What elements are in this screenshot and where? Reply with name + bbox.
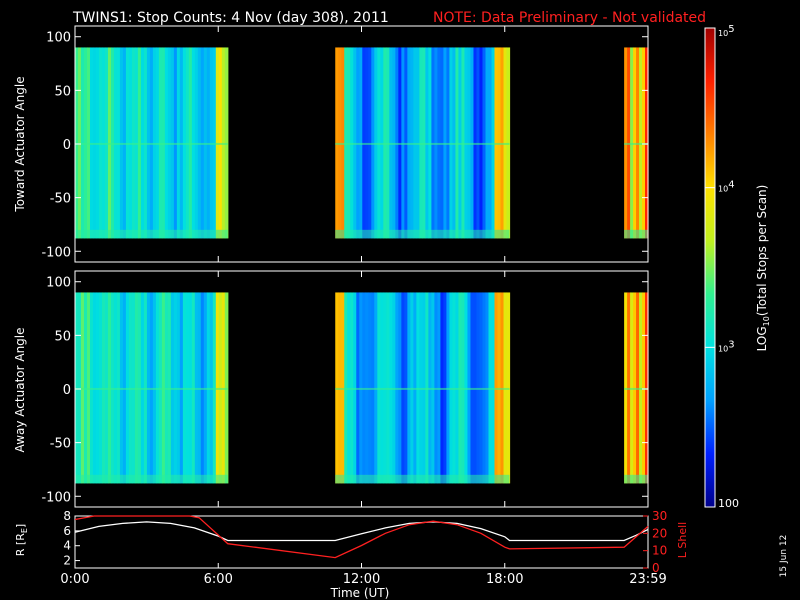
heatmap-row xyxy=(624,474,648,484)
heatmap-row xyxy=(335,142,510,145)
heatmap-row xyxy=(75,387,228,390)
y-tick-label: -100 xyxy=(41,490,71,505)
date-stamp: 15 Jun 12 xyxy=(779,535,789,578)
left-y-tick-label: 4 xyxy=(63,539,71,553)
right-y-tick-label: 10 xyxy=(652,544,667,558)
right-y-tick-label: 30 xyxy=(652,509,667,523)
y-tick-label: 50 xyxy=(54,84,71,99)
colorbar-gradient xyxy=(705,28,715,507)
x-tick-label: 18:00 xyxy=(486,572,523,587)
heatmap-row xyxy=(335,229,510,239)
y-tick-label: 0 xyxy=(63,383,71,398)
heatmap-row xyxy=(624,387,648,390)
colorbar-tick-label: 100 xyxy=(718,497,739,510)
y-tick-label: -50 xyxy=(50,437,71,452)
away-panel: 100 50 0 -50 -100 xyxy=(41,270,649,508)
x-tick-label: 12:00 xyxy=(343,572,380,587)
plot-frame xyxy=(74,515,649,569)
x-axis-label: Time (UT) xyxy=(330,586,390,600)
x-tick-label: 0:00 xyxy=(60,572,89,587)
lshell-line xyxy=(74,515,649,559)
y-tick-label: 50 xyxy=(54,329,71,344)
right-y-tick-label: 20 xyxy=(652,526,667,540)
right-y-tick-label: 0 xyxy=(652,561,660,575)
heatmap-row xyxy=(75,142,228,145)
x-tick-label: 23:59 xyxy=(629,572,666,587)
toward-ylabel: Toward Actuator Angle xyxy=(13,76,27,212)
heatmap-row xyxy=(75,474,228,484)
x-tick-label: 6:00 xyxy=(204,572,233,587)
colorbar-label: LOG10(Total Stops per Scan) xyxy=(755,185,771,352)
away-ylabel: Away Actuator Angle xyxy=(13,327,27,452)
left-y-tick-label: 2 xyxy=(63,554,71,568)
colorbar-tick-label: 103 xyxy=(718,339,735,353)
y-tick-label: 0 xyxy=(63,138,71,153)
toward-panel: 100 50 0 -50 -100 xyxy=(41,25,649,263)
y-tick-label: -50 xyxy=(50,192,71,207)
heatmap-row xyxy=(624,229,648,239)
heatmap-row xyxy=(624,142,648,145)
y-tick-label: 100 xyxy=(46,276,71,291)
heatmap-row xyxy=(335,474,510,484)
colorbar: 105 104 103 100 xyxy=(704,24,739,510)
left-y-tick-label: 6 xyxy=(63,524,71,538)
heatmap-row xyxy=(335,387,510,390)
colorbar-tick-label: 104 xyxy=(718,180,735,194)
y-tick-label: 100 xyxy=(46,31,71,46)
left-y-tick-label: 8 xyxy=(63,509,71,523)
colorbar-tick-label: 105 xyxy=(718,24,735,38)
heatmap-row xyxy=(75,229,228,239)
chart-title: TWINS1: Stop Counts: 4 Nov (day 308), 20… xyxy=(72,10,389,26)
chart-note: NOTE: Data Preliminary - Not validated xyxy=(433,10,706,26)
y-tick-label: -100 xyxy=(41,245,71,260)
radius-line xyxy=(74,521,649,542)
orbit-ylabel-left: R [RE] xyxy=(14,524,29,556)
orbit-ylabel-right: L Shell xyxy=(676,522,689,558)
